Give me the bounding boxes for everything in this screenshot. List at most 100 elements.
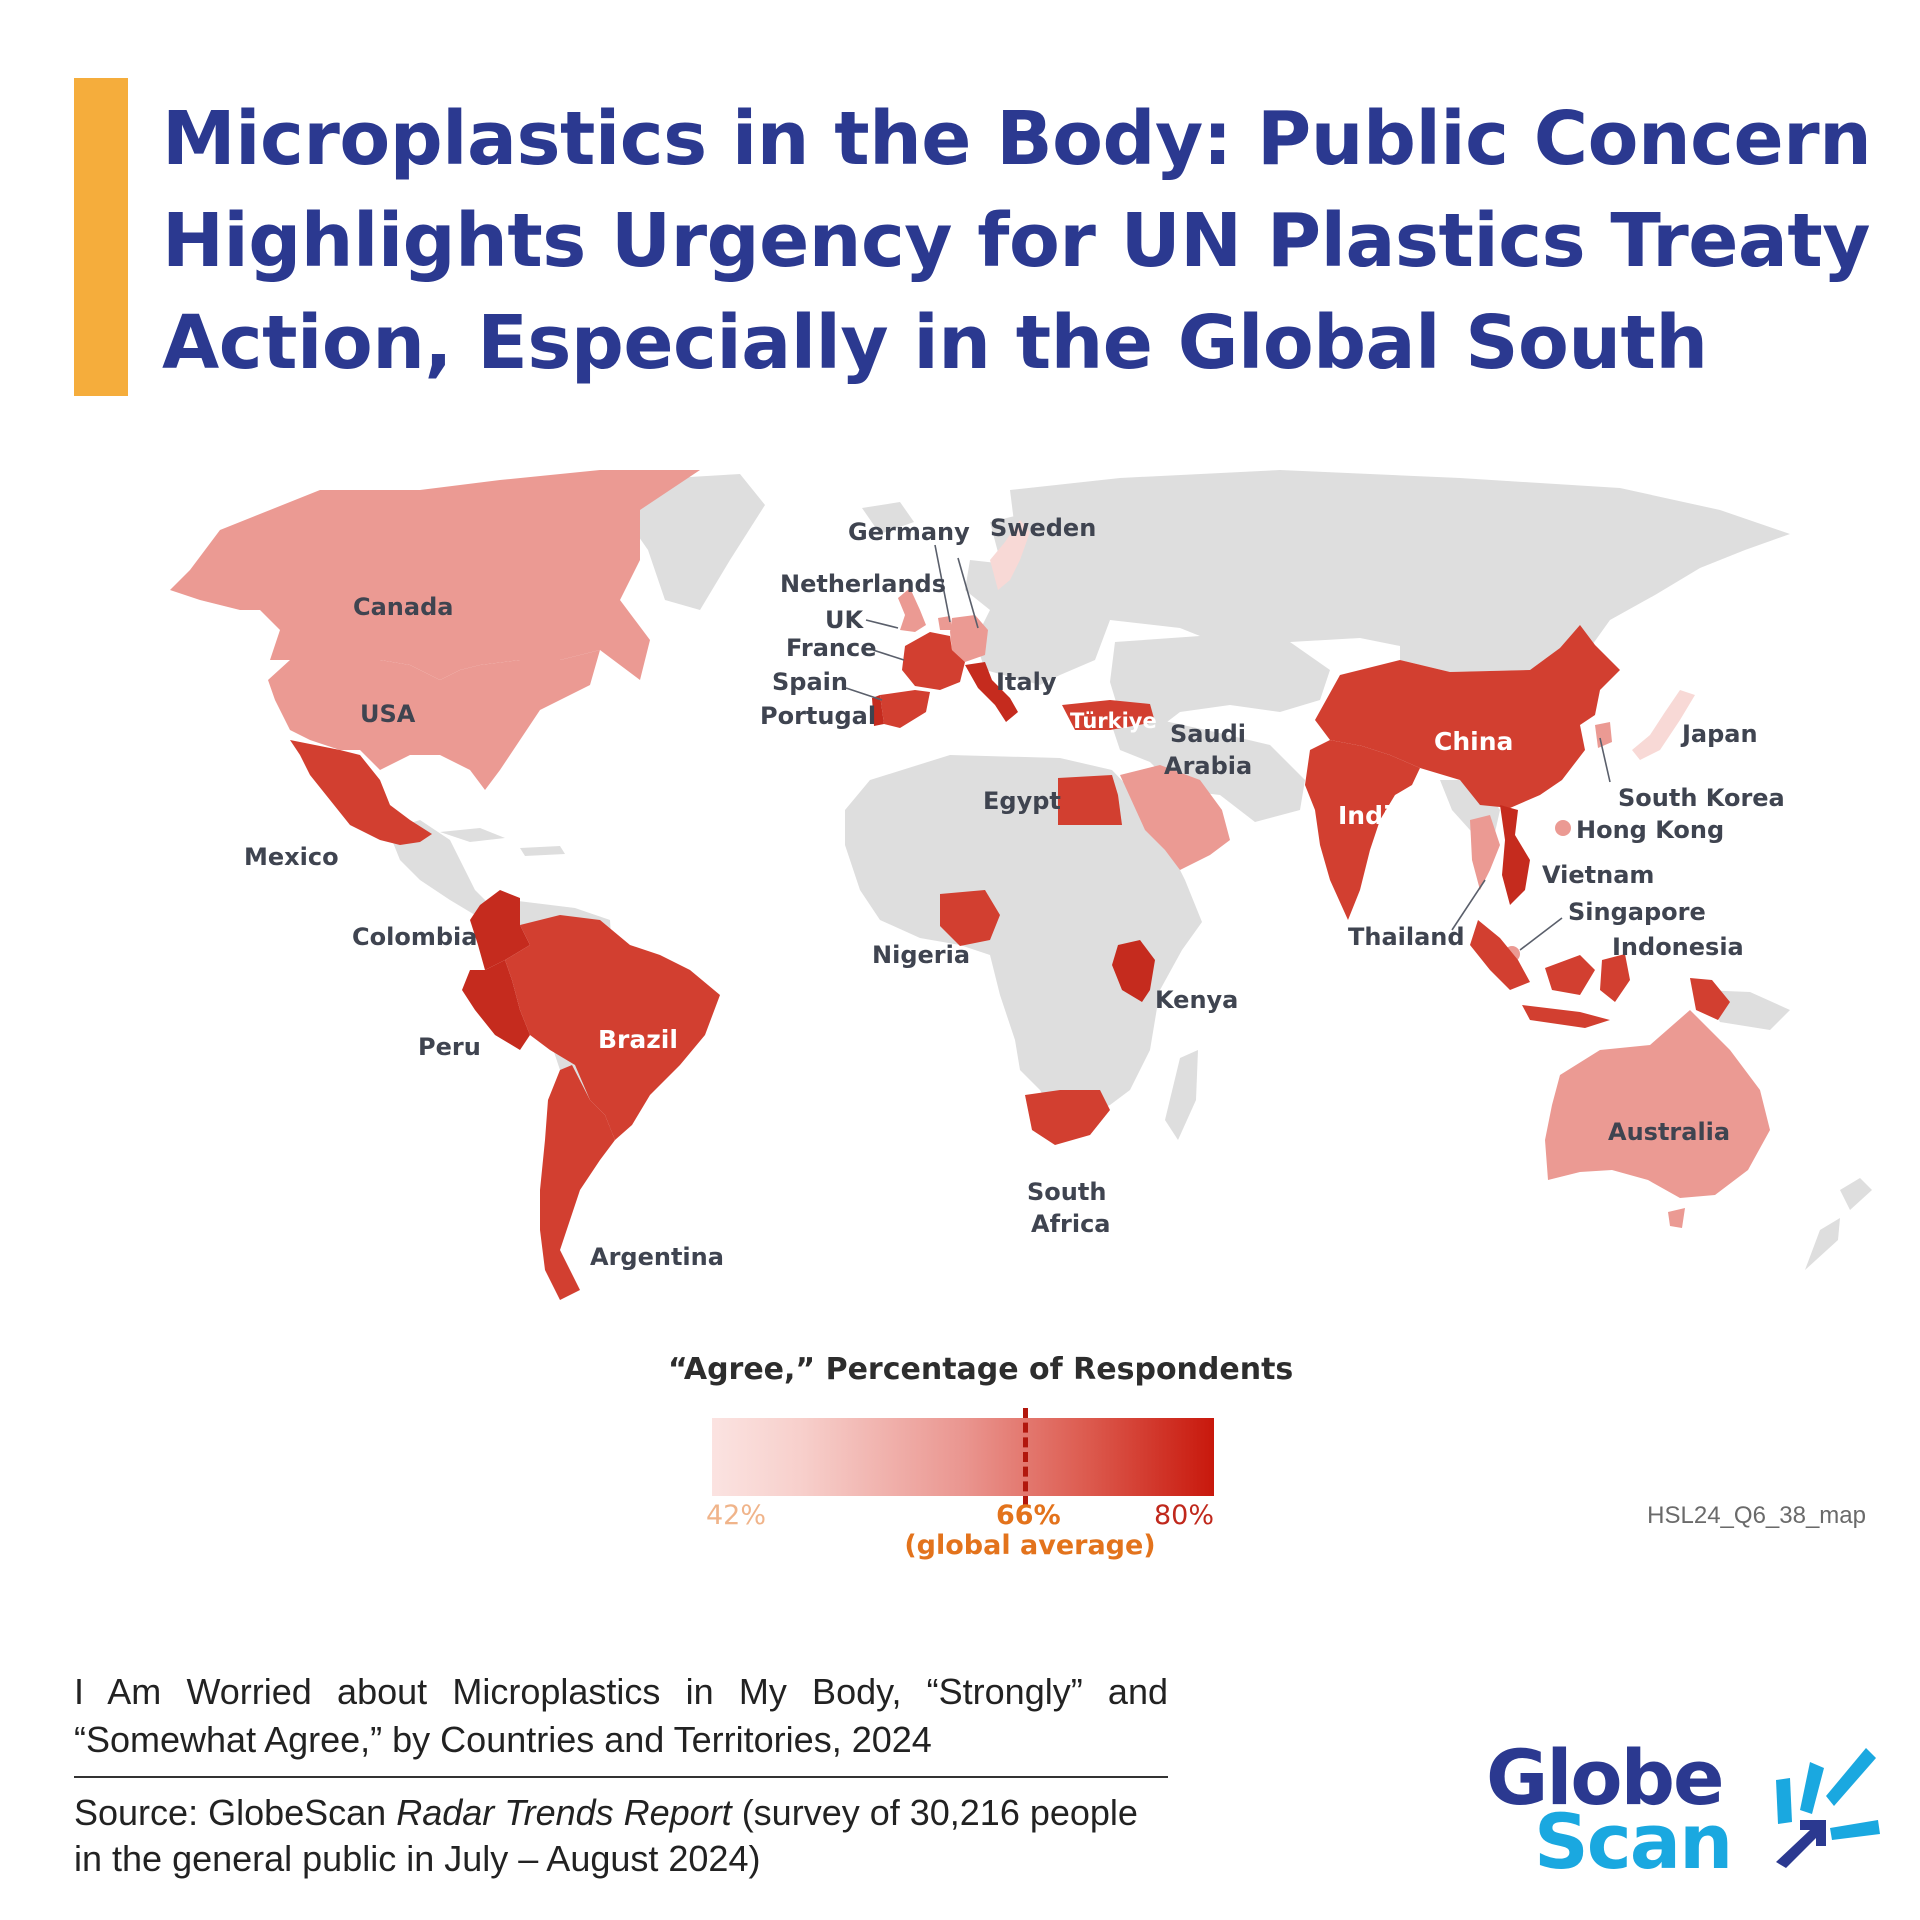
peru-region <box>462 960 530 1050</box>
portugal-region <box>872 695 884 726</box>
label-south-korea: South Korea <box>1618 784 1785 812</box>
mongolia <box>1400 636 1560 672</box>
saudi-arabia-region <box>1120 765 1230 870</box>
caption: I Am Worried about Microplastics in My B… <box>74 1671 1168 1760</box>
kenya-region <box>1112 940 1155 1002</box>
logo-word-scan: Scan <box>1534 1797 1733 1886</box>
label-japan: Japan <box>1680 720 1758 748</box>
label-indonesia: Indonesia <box>1612 933 1744 961</box>
label-south-africa-line1: South <box>1027 1178 1106 1206</box>
legend-color-scale <box>712 1418 1214 1496</box>
label-portugal: Portugal <box>760 702 876 730</box>
germany-region <box>950 615 988 662</box>
label-france: France <box>786 634 876 662</box>
caribbean <box>440 828 565 856</box>
label-uk: UK <box>825 606 864 634</box>
country-labels: Canada USA Mexico Colombia Peru Brazil A… <box>244 514 1785 1271</box>
label-sweden: Sweden <box>990 514 1096 542</box>
label-mexico: Mexico <box>244 843 339 871</box>
sweden-region <box>990 520 1030 590</box>
egypt-region <box>1058 775 1122 825</box>
title-line-3: Action, Especially in the Global South <box>162 300 1708 386</box>
label-peru: Peru <box>418 1033 481 1061</box>
label-australia: Australia <box>1608 1118 1730 1146</box>
canada-region <box>170 470 700 680</box>
middle-east-rest <box>1110 720 1305 822</box>
label-vietnam: Vietnam <box>1542 861 1654 889</box>
label-saudi-arabia-line2: Arabia <box>1164 752 1252 780</box>
hong-kong-marker <box>1555 820 1571 836</box>
label-usa: USA <box>360 700 416 728</box>
thailand-region <box>1470 815 1500 890</box>
australia-region <box>1545 1010 1770 1228</box>
page-title: Microplastics in the Body: Public Concer… <box>162 88 1902 394</box>
label-italy: Italy <box>996 668 1057 696</box>
colombia-region <box>470 890 530 970</box>
india-region <box>1305 740 1420 920</box>
vietnam-region <box>1500 805 1530 905</box>
label-spain: Spain <box>772 668 848 696</box>
label-egypt: Egypt <box>983 787 1061 815</box>
title-line-1: Microplastics in the Body: Public Concer… <box>162 96 1872 182</box>
title-line-2: Highlights Urgency for UN Plastics Treat… <box>162 198 1870 284</box>
source-report-name: Radar Trends Report <box>396 1792 732 1833</box>
legend-min-label: 42% <box>706 1500 767 1531</box>
madagascar <box>1165 1050 1198 1140</box>
usa-region <box>268 650 600 790</box>
legend-title: “Agree,” Percentage of Respondents <box>668 1352 1294 1387</box>
uk-region <box>898 588 926 632</box>
label-china: China <box>1434 727 1513 756</box>
legend-average-label: 66% <box>996 1500 1061 1531</box>
logo-word-globe: Globe <box>1486 1733 1725 1822</box>
africa-rest <box>845 755 1202 1125</box>
label-india: India <box>1338 801 1408 830</box>
brazil-region <box>505 915 720 1140</box>
source-suffix: (survey of 30,216 people in the general … <box>74 1792 1138 1879</box>
netherlands-region <box>938 616 952 630</box>
label-singapore: Singapore <box>1568 898 1706 926</box>
label-colombia: Colombia <box>352 923 477 951</box>
caption-divider <box>74 1776 1168 1778</box>
nigeria-region <box>940 890 1000 946</box>
leader-lines <box>845 544 1611 951</box>
title-accent-bar <box>74 78 128 396</box>
label-canada: Canada <box>353 593 453 621</box>
central-asia <box>1110 636 1330 735</box>
legend-average-marker <box>1023 1408 1028 1506</box>
europe-rest <box>965 560 1110 685</box>
central-america <box>388 820 490 915</box>
turkiye-region <box>1062 700 1155 730</box>
china-region <box>1315 625 1620 808</box>
legend-average-note: (global average) <box>904 1530 1156 1561</box>
mexico-region <box>290 740 432 845</box>
legend-max-label: 80% <box>1154 1500 1215 1531</box>
label-hong-kong: Hong Kong <box>1576 816 1724 844</box>
label-south-africa-line2: Africa <box>1031 1210 1111 1238</box>
south-africa-region <box>1025 1090 1110 1145</box>
label-brazil: Brazil <box>598 1025 678 1054</box>
label-thailand: Thailand <box>1348 923 1465 951</box>
italy-region <box>965 662 1018 722</box>
label-saudi-arabia-line1: Saudi <box>1170 720 1246 748</box>
label-kenya: Kenya <box>1155 986 1238 1014</box>
label-argentina: Argentina <box>590 1243 724 1271</box>
greenland <box>620 474 765 610</box>
chart-id: HSL24_Q6_38_map <box>1647 1502 1866 1529</box>
label-turkiye: Türkiye <box>1070 709 1157 733</box>
indonesia-region <box>1470 920 1730 1028</box>
japan-region <box>1632 690 1695 760</box>
source-prefix: Source: GlobeScan <box>74 1792 397 1833</box>
world-map: Canada USA Mexico Colombia Peru Brazil A… <box>170 470 1872 1300</box>
iceland <box>862 502 914 534</box>
spain-region <box>880 690 930 728</box>
label-germany: Germany <box>848 518 970 546</box>
globescan-logo: Globe Scan <box>1480 1730 1880 1890</box>
source-note: Source: GlobeScan Radar Trends Report (s… <box>74 1790 1174 1882</box>
label-nigeria: Nigeria <box>872 941 970 969</box>
new-zealand <box>1805 1178 1872 1270</box>
france-region <box>902 632 965 690</box>
label-netherlands: Netherlands <box>780 570 946 598</box>
south-korea-region <box>1595 722 1612 748</box>
russia <box>1010 470 1790 660</box>
logo-burst-icon <box>1776 1748 1880 1868</box>
